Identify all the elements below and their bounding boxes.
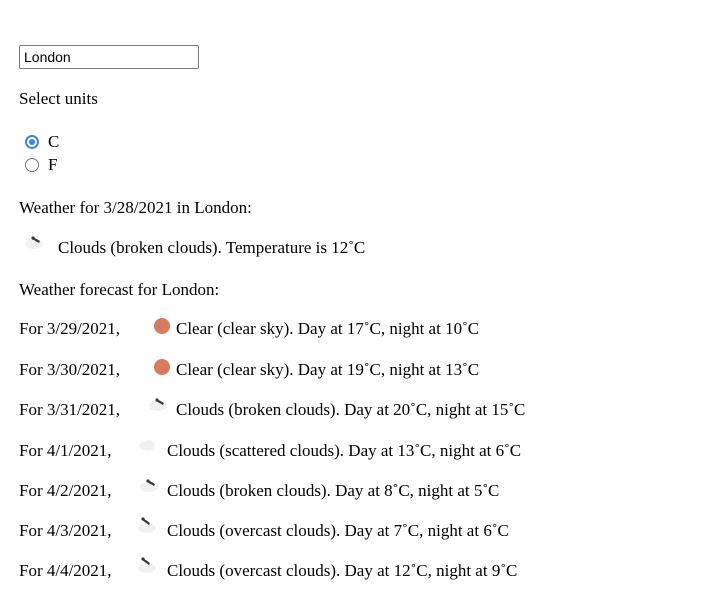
current-weather-text: Clouds (broken clouds). Temperature is 1… xyxy=(58,238,366,257)
forecast-text: Clouds (overcast clouds). Day at 7˚C, ni… xyxy=(167,521,509,540)
overcast-clouds-icon xyxy=(137,555,177,587)
broken-clouds-icon xyxy=(146,394,186,426)
forecast-row: For 4/4/2021, Clouds (overcast clouds). … xyxy=(19,555,517,587)
forecast-date: For 3/30/2021, xyxy=(19,360,121,379)
celsius-label: C xyxy=(48,132,60,151)
forecast-date: For 4/1/2021, xyxy=(19,441,112,460)
fahrenheit-radio[interactable] xyxy=(25,158,39,172)
scattered-clouds-icon xyxy=(137,435,177,467)
unit-option-celsius[interactable]: C xyxy=(25,131,59,153)
forecast-date: For 4/4/2021, xyxy=(19,561,112,580)
celsius-radio[interactable] xyxy=(25,135,39,149)
broken-clouds-icon xyxy=(22,232,58,264)
forecast-text: Clear (clear sky). Day at 19˚C, night at… xyxy=(176,360,480,379)
broken-clouds-icon xyxy=(137,475,177,507)
forecast-title: Weather forecast for London: xyxy=(19,280,220,299)
forecast-date: For 4/2/2021, xyxy=(19,481,112,500)
units-label: Select units xyxy=(19,89,98,108)
unit-option-fahrenheit[interactable]: F xyxy=(25,154,57,176)
forecast-text: Clouds (broken clouds). Day at 8˚C, nigh… xyxy=(167,481,500,500)
forecast-date: For 3/31/2021, xyxy=(19,400,121,419)
forecast-text: Clouds (scattered clouds). Day at 13˚C, … xyxy=(167,441,522,460)
city-search-input[interactable] xyxy=(19,45,199,69)
forecast-date: For 4/3/2021, xyxy=(19,521,112,540)
fahrenheit-label: F xyxy=(48,155,58,174)
forecast-row: For 3/30/2021, Clear (clear sky). Day at… xyxy=(19,354,479,386)
forecast-row: For 4/3/2021, Clouds (overcast clouds). … xyxy=(19,515,509,547)
current-weather-title: Weather for 3/28/2021 in London: xyxy=(19,198,252,217)
forecast-row: For 3/29/2021, Clear (clear sky). Day at… xyxy=(19,313,479,345)
forecast-text: Clouds (overcast clouds). Day at 12˚C, n… xyxy=(167,561,518,580)
current-weather: Clouds (broken clouds). Temperature is 1… xyxy=(22,230,365,266)
forecast-date: For 3/29/2021, xyxy=(19,319,121,338)
clear-sky-icon xyxy=(146,354,186,386)
forecast-text: Clear (clear sky). Day at 17˚C, night at… xyxy=(176,319,480,338)
clear-sky-icon xyxy=(146,313,186,345)
overcast-clouds-icon xyxy=(137,515,177,547)
forecast-row: For 4/1/2021, Clouds (scattered clouds).… xyxy=(19,435,521,467)
forecast-row: For 3/31/2021, Clouds (broken clouds). D… xyxy=(19,394,525,426)
forecast-text: Clouds (broken clouds). Day at 20˚C, nig… xyxy=(176,400,526,419)
forecast-row: For 4/2/2021, Clouds (broken clouds). Da… xyxy=(19,475,499,507)
